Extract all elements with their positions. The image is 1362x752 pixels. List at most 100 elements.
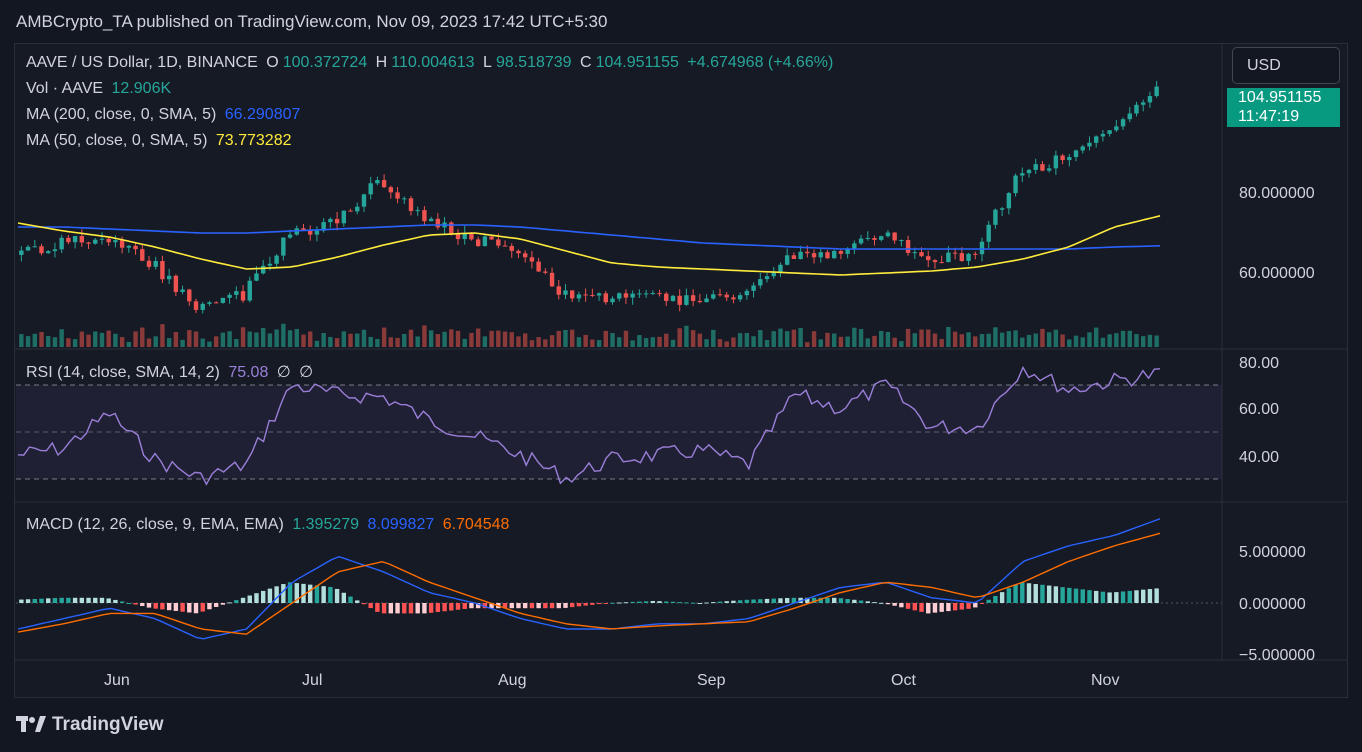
candle-body <box>690 295 696 301</box>
macd-histogram-bar <box>596 603 602 605</box>
volume-bar <box>301 334 306 347</box>
volume-bar <box>973 336 978 347</box>
candle-body <box>133 245 138 250</box>
macd-histogram-bar <box>388 603 394 614</box>
macd-histogram-bar <box>576 603 582 607</box>
volume-bar <box>381 327 387 347</box>
volume-bar <box>348 333 353 347</box>
candle-body <box>858 238 864 244</box>
macd-histogram-bar <box>234 600 239 603</box>
candle-body <box>932 260 938 263</box>
macd-histogram-bar <box>1006 588 1012 603</box>
volume-bar <box>46 335 51 347</box>
volume-bar <box>690 330 696 347</box>
candle-body <box>610 298 615 303</box>
candle-body <box>435 218 441 228</box>
volume-bar <box>1006 331 1012 347</box>
volume-bar <box>731 337 736 347</box>
candle-body <box>879 236 884 240</box>
macd-histogram-bar <box>872 602 877 604</box>
symbol-name[interactable]: AAVE / US Dollar, 1D, BINANCE <box>26 54 258 71</box>
candle-body <box>46 251 51 254</box>
candle-body <box>287 234 293 238</box>
tradingview-logo[interactable]: TradingView <box>16 714 164 736</box>
candle-body <box>952 252 958 254</box>
candle-body <box>704 298 709 303</box>
macd-histogram-bar <box>919 603 924 612</box>
candle-body <box>260 265 266 274</box>
x-tick-nov: Nov <box>1091 672 1119 689</box>
candle-body <box>758 279 763 286</box>
volume-bar <box>240 327 246 347</box>
macd-histogram-bar <box>1053 586 1059 603</box>
volume-bar <box>670 339 676 347</box>
macd-histogram-bar <box>825 597 830 603</box>
candle-body <box>643 293 649 295</box>
candle-body <box>865 237 870 239</box>
macd-histogram-bar <box>657 601 662 603</box>
candle-body <box>852 243 857 250</box>
currency-button[interactable]: USD <box>1232 47 1340 84</box>
volume-bar <box>59 329 64 347</box>
candle-body <box>341 210 347 224</box>
volume-bar <box>516 336 521 347</box>
volume-bar <box>677 328 682 347</box>
macd-label[interactable]: MACD (12, 26, close, 9, EMA, EMA) <box>26 516 284 533</box>
volume-bar <box>543 339 548 347</box>
volume-bar <box>1100 337 1106 347</box>
candle-body <box>422 210 427 222</box>
ma200-label[interactable]: MA (200, close, 0, SMA, 5) <box>26 106 217 123</box>
volume-bar <box>395 337 400 347</box>
macd-histogram-bar <box>113 599 118 603</box>
volume-bar <box>32 333 37 347</box>
candle-body <box>355 206 360 212</box>
macd-histogram-bar <box>737 600 743 603</box>
x-tick-jul: Jul <box>302 672 322 689</box>
candle-body <box>778 264 783 273</box>
volume-bar <box>852 327 857 347</box>
candle-body <box>791 255 797 260</box>
rsi-label[interactable]: RSI (14, close, SMA, 14, 2) <box>26 364 220 381</box>
volume-bar <box>1080 337 1085 347</box>
volume-bar <box>180 339 185 347</box>
volume-bar <box>576 337 582 347</box>
volume-bar <box>711 329 716 347</box>
volume-bar <box>52 337 58 347</box>
volume-bar <box>19 334 24 347</box>
candle-body <box>267 263 273 266</box>
macd-histogram-bar <box>240 597 246 603</box>
volume-bar <box>281 323 286 347</box>
macd-histogram-bar <box>731 600 736 603</box>
volume-bar <box>1093 327 1099 347</box>
volume-bar <box>361 329 367 347</box>
candle-body <box>59 237 64 250</box>
volume-bar <box>328 336 333 347</box>
macd-histogram-bar <box>355 600 360 603</box>
candle-body <box>1087 142 1092 147</box>
macd-histogram-bar <box>193 603 199 614</box>
volume-bar <box>341 331 347 347</box>
candle-body <box>590 294 595 296</box>
ma200-value: 66.290807 <box>224 106 301 123</box>
macd-histogram <box>19 582 1159 614</box>
candle-body <box>415 210 420 212</box>
volume-bar <box>583 334 588 347</box>
candle-body <box>1114 126 1119 131</box>
volume-bar <box>1053 329 1059 347</box>
macd-histogram-bar <box>1020 582 1025 603</box>
candle-body <box>939 262 944 264</box>
candle-body <box>375 180 380 184</box>
macd-histogram-bar <box>140 603 145 607</box>
volume-bar <box>946 326 951 347</box>
candle-body <box>140 249 145 261</box>
macd-histogram-bar <box>1134 590 1139 603</box>
ma50-label[interactable]: MA (50, close, 0, SMA, 5) <box>26 132 208 149</box>
chart-area[interactable] <box>14 43 1348 698</box>
volume-label[interactable]: Vol · AAVE <box>26 80 104 97</box>
macd-histogram-bar <box>133 603 138 605</box>
candle-body <box>227 294 232 298</box>
macd-histogram-bar <box>227 602 232 604</box>
macd-histogram-bar <box>39 598 44 603</box>
volume-bar <box>791 329 797 347</box>
